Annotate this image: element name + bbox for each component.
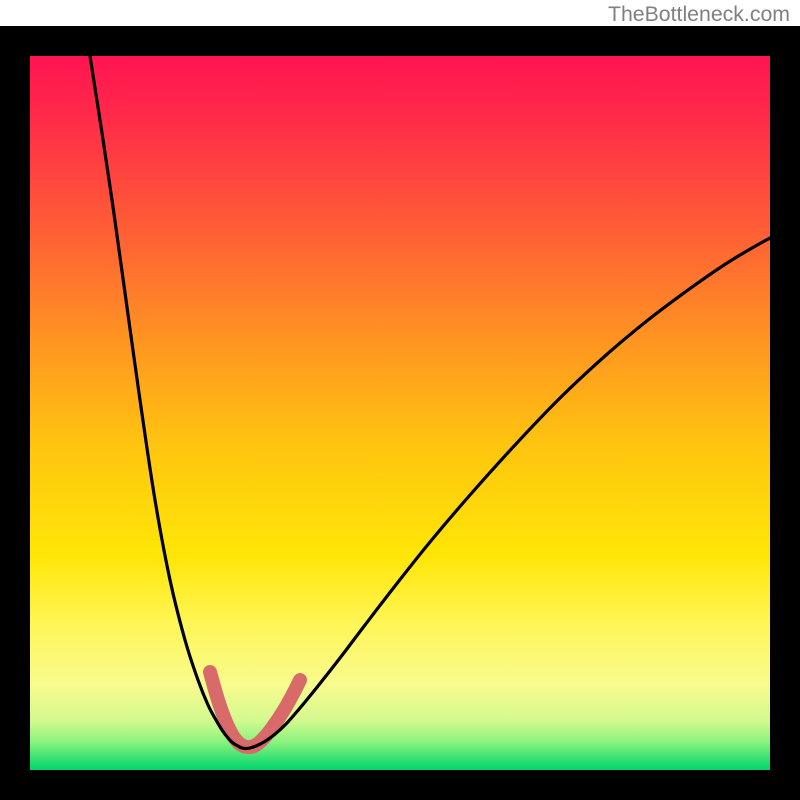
chart-root: TheBottleneck.com bbox=[0, 0, 800, 800]
watermark-text: TheBottleneck.com bbox=[608, 2, 790, 27]
plot-svg bbox=[0, 0, 800, 800]
